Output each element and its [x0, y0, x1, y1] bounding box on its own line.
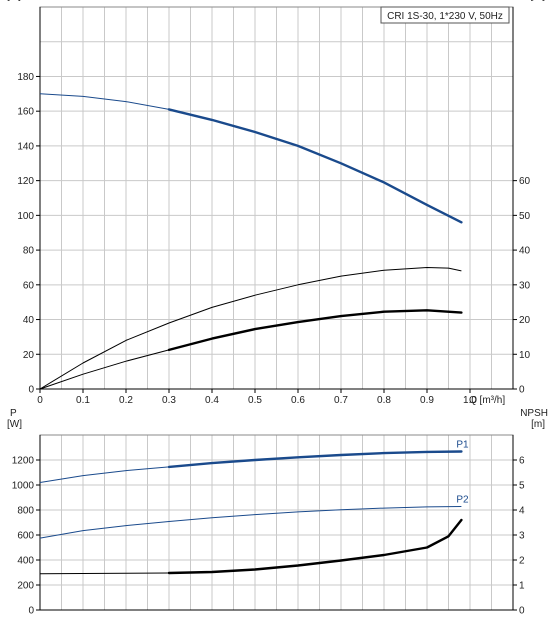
x-tick-label: 0.1 [76, 395, 90, 406]
series-line-p2 [39, 506, 462, 539]
left-tick-label: 60 [23, 280, 35, 291]
right-axis-unit: [m] [531, 419, 545, 430]
right-tick-label: 20 [519, 315, 531, 326]
chart-title: CRI 1S-30, 1*230 V, 50Hz [387, 11, 503, 22]
x-tick-label: 1.0 [463, 395, 477, 406]
series-line-0-0 [39, 93, 462, 223]
right-tick-label: 60 [519, 176, 531, 187]
power-npsh-panel: 0 200 400 600 800 1000 1200 0 1 2 3 4 5 6 P[W] NPSH[m] P… [7, 408, 548, 617]
right-tick-label: 6 [519, 456, 525, 467]
left-tick-label: 40 [23, 315, 35, 326]
left-tick-label: 160 [17, 107, 34, 118]
left-tick-label: 100 [17, 211, 34, 222]
left-tick-label: 0 [28, 385, 34, 396]
left-tick-label: 200 [17, 581, 34, 592]
x-tick-label: 0.8 [377, 395, 391, 406]
series-line-thick-0-2 [167, 309, 463, 352]
left-tick-label: 600 [17, 531, 34, 542]
x-tick-label: 0.4 [205, 395, 219, 406]
x-tick-label: 0.3 [162, 395, 176, 406]
right-tick-label: 1 [519, 581, 525, 592]
series-line-0-1 [39, 267, 462, 390]
x-tick-label: 0.9 [420, 395, 434, 406]
right-axis-unit: [%] [531, 0, 546, 2]
right-tick-label: 40 [519, 246, 531, 257]
left-axis-label: P [10, 408, 17, 419]
right-tick-label: 2 [519, 556, 525, 567]
series-line-thick-p1 [167, 450, 463, 469]
head-efficiency-panel: 0204060801001201401601800102030405060H[m… [7, 0, 546, 406]
left-tick-label: 80 [23, 246, 35, 257]
series-line-thick-1-2 [167, 518, 463, 575]
left-tick-label: 1000 [12, 481, 35, 492]
right-tick-label: 30 [519, 280, 531, 291]
right-axis-label: NPSH [520, 408, 548, 419]
series-line-p1 [39, 451, 462, 483]
right-tick-label: 10 [519, 350, 531, 361]
right-tick-label: 5 [519, 481, 525, 492]
right-tick-label: 50 [519, 211, 531, 222]
left-axis-unit: [m] [7, 0, 21, 2]
left-tick-label: 120 [17, 176, 34, 187]
right-tick-label: 3 [519, 531, 525, 542]
left-tick-label: 140 [17, 141, 34, 152]
x-tick-label: 0.5 [248, 395, 262, 406]
left-tick-label: 400 [17, 556, 34, 567]
right-tick-label: 4 [519, 506, 525, 517]
x-tick-label: 0.7 [334, 395, 348, 406]
x-tick-label: 0.6 [291, 395, 305, 406]
chart-title-box: CRI 1S-30, 1*230 V, 50Hz [380, 6, 510, 24]
right-tick-label: 0 [519, 385, 525, 396]
right-tick-label: 0 [519, 606, 525, 617]
left-tick-label: 1200 [12, 456, 35, 467]
left-tick-label: 800 [17, 506, 34, 517]
series-line-thick-0-0 [167, 108, 463, 224]
left-tick-label: 180 [17, 72, 34, 83]
series-label-p2: P2 [456, 495, 469, 506]
x-tick-label: 0.2 [119, 395, 133, 406]
x-tick-label: 0 [37, 395, 43, 406]
series-label-p1: P1 [456, 440, 469, 451]
x-axis-label: Q [m³/h] [469, 395, 505, 406]
left-tick-label: 0 [28, 606, 34, 617]
left-tick-label: 20 [23, 350, 35, 361]
series-line-0-2 [39, 309, 462, 390]
left-axis-unit: [W] [7, 419, 22, 430]
